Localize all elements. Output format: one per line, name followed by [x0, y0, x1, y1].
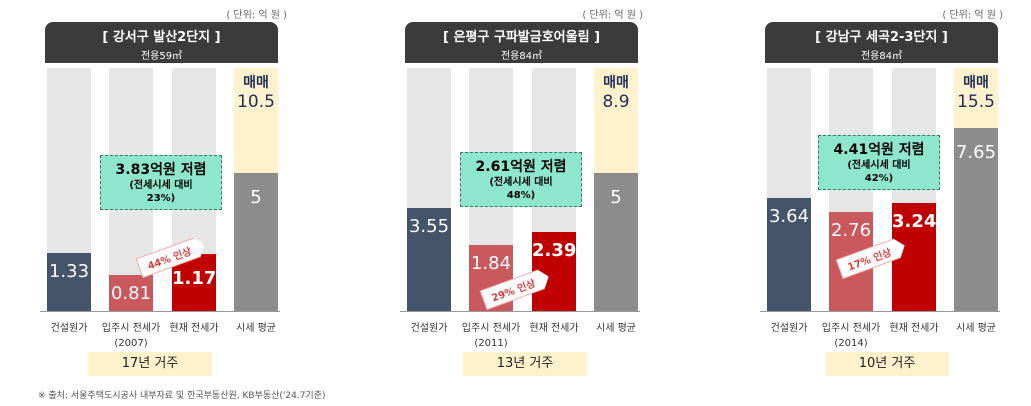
- category-label: 건설원가: [29, 321, 109, 336]
- category-text: 건설원가: [50, 323, 88, 334]
- savings-sub: (전세시세 대비: [847, 160, 911, 171]
- sale-label-box: 매매 15.5: [954, 68, 998, 112]
- category-label: 현재 전세가: [874, 321, 954, 336]
- category-text: 시세 평균: [956, 323, 996, 334]
- chart-panel: ( 단위: 억 원 ) [ 강서구 발산2단지 ] 전용59㎡ 1.33 건설원가…: [40, 0, 287, 380]
- category-text: 건설원가: [410, 323, 448, 334]
- bar-value: 5: [250, 187, 262, 208]
- category-text: 시세 평균: [236, 323, 276, 334]
- unit-label: ( 단위: 억 원 ): [942, 10, 1003, 21]
- bar-value: 5: [610, 187, 622, 208]
- bar-value: 0.81: [110, 283, 152, 304]
- sale-value: 10.5: [237, 92, 275, 112]
- category-label: 시세 평균: [576, 321, 656, 336]
- category-text: 입주시 전세가: [821, 323, 881, 334]
- panel-header: [ 강서구 발산2단지 ] 전용59㎡: [45, 22, 278, 63]
- bar-value: 3.24: [892, 211, 937, 232]
- category-text: 현재 전세가: [529, 323, 579, 334]
- bar-construction: 1.33: [47, 253, 91, 311]
- bar-market_avg: 5: [234, 173, 278, 311]
- savings-amount: 3.83억원 저렴: [115, 162, 207, 178]
- sale-label: 매매: [603, 75, 629, 91]
- category-sub: (2007): [114, 338, 148, 349]
- sale-value: 8.9: [602, 92, 630, 112]
- sale-label: 매매: [243, 75, 269, 91]
- category-label: 입주시 전세가 (2011): [451, 321, 531, 351]
- category-sub: (2014): [834, 338, 868, 349]
- bar-value: 1.84: [470, 253, 512, 274]
- panel-subtitle: 전용59㎡: [140, 51, 183, 62]
- unit-label: ( 단위: 억 원 ): [582, 10, 643, 21]
- category-label: 건설원가: [389, 321, 469, 336]
- residence-years: 10년 거주: [825, 352, 949, 376]
- sale-label: 매매: [963, 75, 989, 91]
- bar-initial_jeonse: 0.81: [109, 275, 153, 311]
- category-text: 시세 평균: [596, 323, 636, 334]
- category-text: 입주시 전세가: [461, 323, 521, 334]
- source-note: ※ 출처: 서울주택도시공사 내부자료 및 한국부동산원, KB부동산('24.…: [38, 391, 326, 401]
- baseline: [40, 311, 280, 312]
- savings-percent: 48%): [506, 190, 536, 201]
- category-text: 현재 전세가: [889, 323, 939, 334]
- category-text: 현재 전세가: [169, 323, 219, 334]
- savings-callout: 3.83억원 저렴 (전세시세 대비 23%): [100, 155, 222, 210]
- category-label: 입주시 전세가 (2014): [811, 321, 891, 351]
- bar-value: 3.55: [408, 216, 450, 237]
- panel-title: [ 은평구 구파발금호어울림 ]: [442, 30, 601, 45]
- bar-value: 2.76: [830, 220, 872, 241]
- category-label: 시세 평균: [216, 321, 296, 336]
- chart-panel: ( 단위: 억 원 ) [ 강남구 세곡2-3단지 ] 전용84㎡ 3.64 건설…: [760, 0, 1005, 380]
- panel-subtitle: 전용84㎡: [860, 51, 903, 62]
- bar-market_avg: 5: [594, 173, 638, 311]
- panel-header: [ 은평구 구파발금호어울림 ] 전용84㎡: [405, 22, 638, 63]
- category-label: 입주시 전세가 (2007): [91, 321, 171, 351]
- panel-subtitle: 전용84㎡: [500, 51, 543, 62]
- sale-label-box: 매매 8.9: [594, 68, 638, 112]
- category-sub: (2011): [474, 338, 508, 349]
- category-label: 현재 전세가: [154, 321, 234, 336]
- unit-label: ( 단위: 억 원 ): [226, 10, 287, 21]
- savings-percent: 23%): [146, 193, 176, 204]
- savings-amount: 4.41억원 저렴: [833, 142, 925, 158]
- bar-value: 3.64: [768, 206, 810, 227]
- bar-value: 1.33: [48, 261, 90, 282]
- category-label: 건설원가: [749, 321, 829, 336]
- savings-sub: (전세시세 대비: [489, 177, 553, 188]
- savings-sub: (전세시세 대비: [129, 180, 193, 191]
- sale-value: 15.5: [957, 92, 995, 112]
- category-text: 건설원가: [770, 323, 808, 334]
- savings-callout: 2.61억원 저렴 (전세시세 대비 48%): [460, 152, 582, 207]
- bar-value: 1.17: [172, 268, 217, 289]
- bar-market_avg: 7.65: [954, 128, 998, 311]
- category-text: 입주시 전세가: [101, 323, 161, 334]
- panel-title: [ 강서구 발산2단지 ]: [102, 30, 221, 45]
- savings-percent: 42%): [864, 173, 894, 184]
- baseline: [760, 311, 1000, 312]
- bar-construction: 3.55: [407, 208, 451, 311]
- panel-title: [ 강남구 세곡2-3단지 ]: [815, 30, 948, 45]
- bar-value: 2.39: [532, 240, 577, 261]
- chart-panel: ( 단위: 억 원 ) [ 은평구 구파발금호어울림 ] 전용84㎡ 3.55 건…: [400, 0, 645, 380]
- category-label: 시세 평균: [936, 321, 1016, 336]
- bar-construction: 3.64: [767, 198, 811, 311]
- residence-years: 17년 거주: [88, 352, 212, 376]
- panel-header: [ 강남구 세곡2-3단지 ] 전용84㎡: [765, 22, 998, 63]
- bar-value: 7.65: [955, 142, 997, 163]
- bar-current_jeonse: 3.24: [892, 203, 936, 311]
- savings-callout: 4.41억원 저렴 (전세시세 대비 42%): [818, 135, 940, 190]
- baseline: [400, 311, 640, 312]
- residence-years: 13년 거주: [463, 352, 587, 376]
- category-label: 현재 전세가: [514, 321, 594, 336]
- savings-amount: 2.61억원 저렴: [475, 159, 567, 175]
- sale-label-box: 매매 10.5: [234, 68, 278, 112]
